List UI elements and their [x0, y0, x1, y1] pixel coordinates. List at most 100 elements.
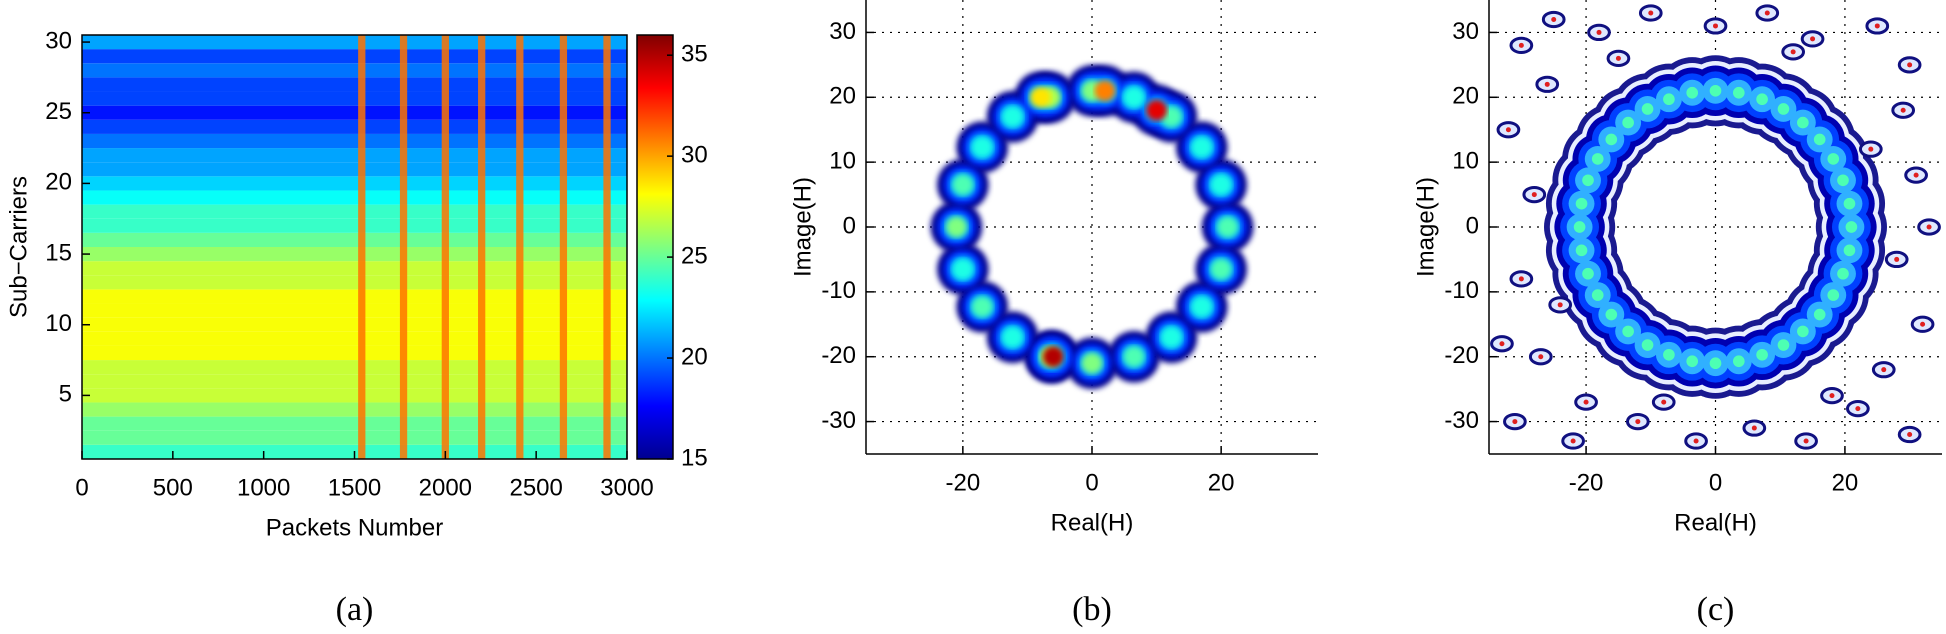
colorbar [636, 34, 674, 460]
contour-peak [1686, 86, 1699, 99]
noise-peak [1868, 146, 1874, 152]
x-tick-label: 2000 [419, 474, 472, 501]
heat-row [82, 190, 627, 205]
y-tick-label: 15 [45, 239, 72, 266]
caption: (b) [1072, 591, 1112, 628]
heat-row [82, 374, 627, 389]
noise-peak [1570, 438, 1576, 444]
contour-peak [1732, 355, 1745, 368]
density-core [1123, 86, 1145, 108]
heat-row [82, 317, 627, 332]
contour-peak [1756, 93, 1768, 106]
contour-peak [1622, 325, 1634, 338]
noise-peak [1512, 419, 1518, 425]
y-tick-label: -20 [1444, 342, 1479, 369]
heat-row [82, 416, 627, 431]
density-core [971, 296, 993, 318]
x-tick-label: -20 [946, 469, 981, 496]
density-core [1002, 326, 1023, 348]
x-tick-label: 20 [1832, 469, 1859, 496]
density-core [1030, 86, 1051, 108]
heat-row [82, 402, 627, 417]
heat-row [82, 232, 627, 247]
y-tick-label: 0 [843, 212, 856, 239]
density-core [1042, 346, 1064, 368]
contour-peak [1797, 325, 1809, 338]
spike [516, 35, 524, 459]
contour-peak [1777, 339, 1790, 351]
noise-peak [1881, 367, 1887, 373]
spike [478, 35, 486, 459]
contour-peak [1591, 153, 1604, 165]
noise-peak [1531, 192, 1537, 198]
contour-peak [1837, 267, 1849, 280]
x-tick-label: 2500 [509, 474, 562, 501]
density-core [1191, 296, 1213, 318]
heat-row [82, 331, 627, 346]
colorbar-tick-label: 25 [681, 242, 708, 269]
heat-row [82, 119, 627, 134]
y-tick-label: -10 [1444, 277, 1479, 304]
y-tick-label: -30 [821, 407, 856, 434]
x-tick-label: 0 [75, 474, 88, 501]
density-core [1002, 106, 1023, 128]
noise-peak [1518, 276, 1524, 282]
heat-row [82, 360, 627, 375]
contour-peak [1837, 174, 1849, 187]
contour-peak [1575, 244, 1588, 257]
contour-layer [1544, 55, 1887, 399]
heat-row [82, 303, 627, 318]
contour-peak [1641, 103, 1654, 115]
contour-peak [1582, 174, 1594, 187]
colorbar-tick-label: 15 [681, 444, 708, 471]
density-layer [930, 64, 1254, 390]
caption: (c) [1697, 591, 1735, 628]
density-core [1094, 80, 1116, 102]
colorbar-tick-label: 20 [681, 343, 708, 370]
x-tick-label: 0 [1085, 469, 1098, 496]
x-tick-label: 3000 [600, 474, 653, 501]
density-core [971, 136, 993, 158]
y-tick-label: 30 [1452, 18, 1479, 45]
y-tick-label: 0 [1466, 212, 1479, 239]
density-core [1210, 258, 1232, 280]
contour-peak [1813, 133, 1826, 146]
y-tick-label: 10 [829, 147, 856, 174]
y-tick-label: -30 [1444, 407, 1479, 434]
x-axis-label: Packets Number [266, 514, 443, 541]
noise-peak [1583, 399, 1589, 405]
x-tick-label: 1000 [237, 474, 290, 501]
x-tick-label: 1500 [328, 474, 381, 501]
contour-peak [1605, 133, 1618, 146]
y-axis-label: Image(H) [1412, 177, 1439, 277]
noise-peak [1551, 16, 1557, 22]
noise-peak [1894, 256, 1900, 262]
y-tick-label: 10 [1452, 147, 1479, 174]
heat-row [82, 148, 627, 163]
contour-peak [1732, 86, 1745, 99]
x-tick-label: -20 [1569, 469, 1604, 496]
contour-peak [1686, 355, 1699, 368]
noise-peak [1790, 49, 1796, 55]
contour-peak [1591, 289, 1604, 301]
contour-peak [1827, 153, 1840, 165]
noise-peak [1505, 127, 1511, 133]
contour-peak [1663, 93, 1675, 106]
noise-peak [1920, 321, 1926, 327]
heat-row [82, 35, 627, 50]
noise-peak [1751, 425, 1757, 431]
noise-peak [1926, 224, 1932, 230]
density-core [1217, 216, 1238, 238]
noise-peak [1855, 406, 1861, 412]
density-core [952, 258, 974, 280]
x-tick-label: 20 [1208, 469, 1235, 496]
noise-peak [1518, 42, 1524, 48]
noise-peak [1557, 302, 1563, 308]
noise-peak [1803, 438, 1809, 444]
heat-row [82, 49, 627, 64]
heat-row [82, 63, 627, 78]
colorbar-tick-label: 30 [681, 141, 708, 168]
noise-peak [1913, 172, 1919, 178]
spike [441, 35, 449, 459]
heat-row [82, 345, 627, 361]
